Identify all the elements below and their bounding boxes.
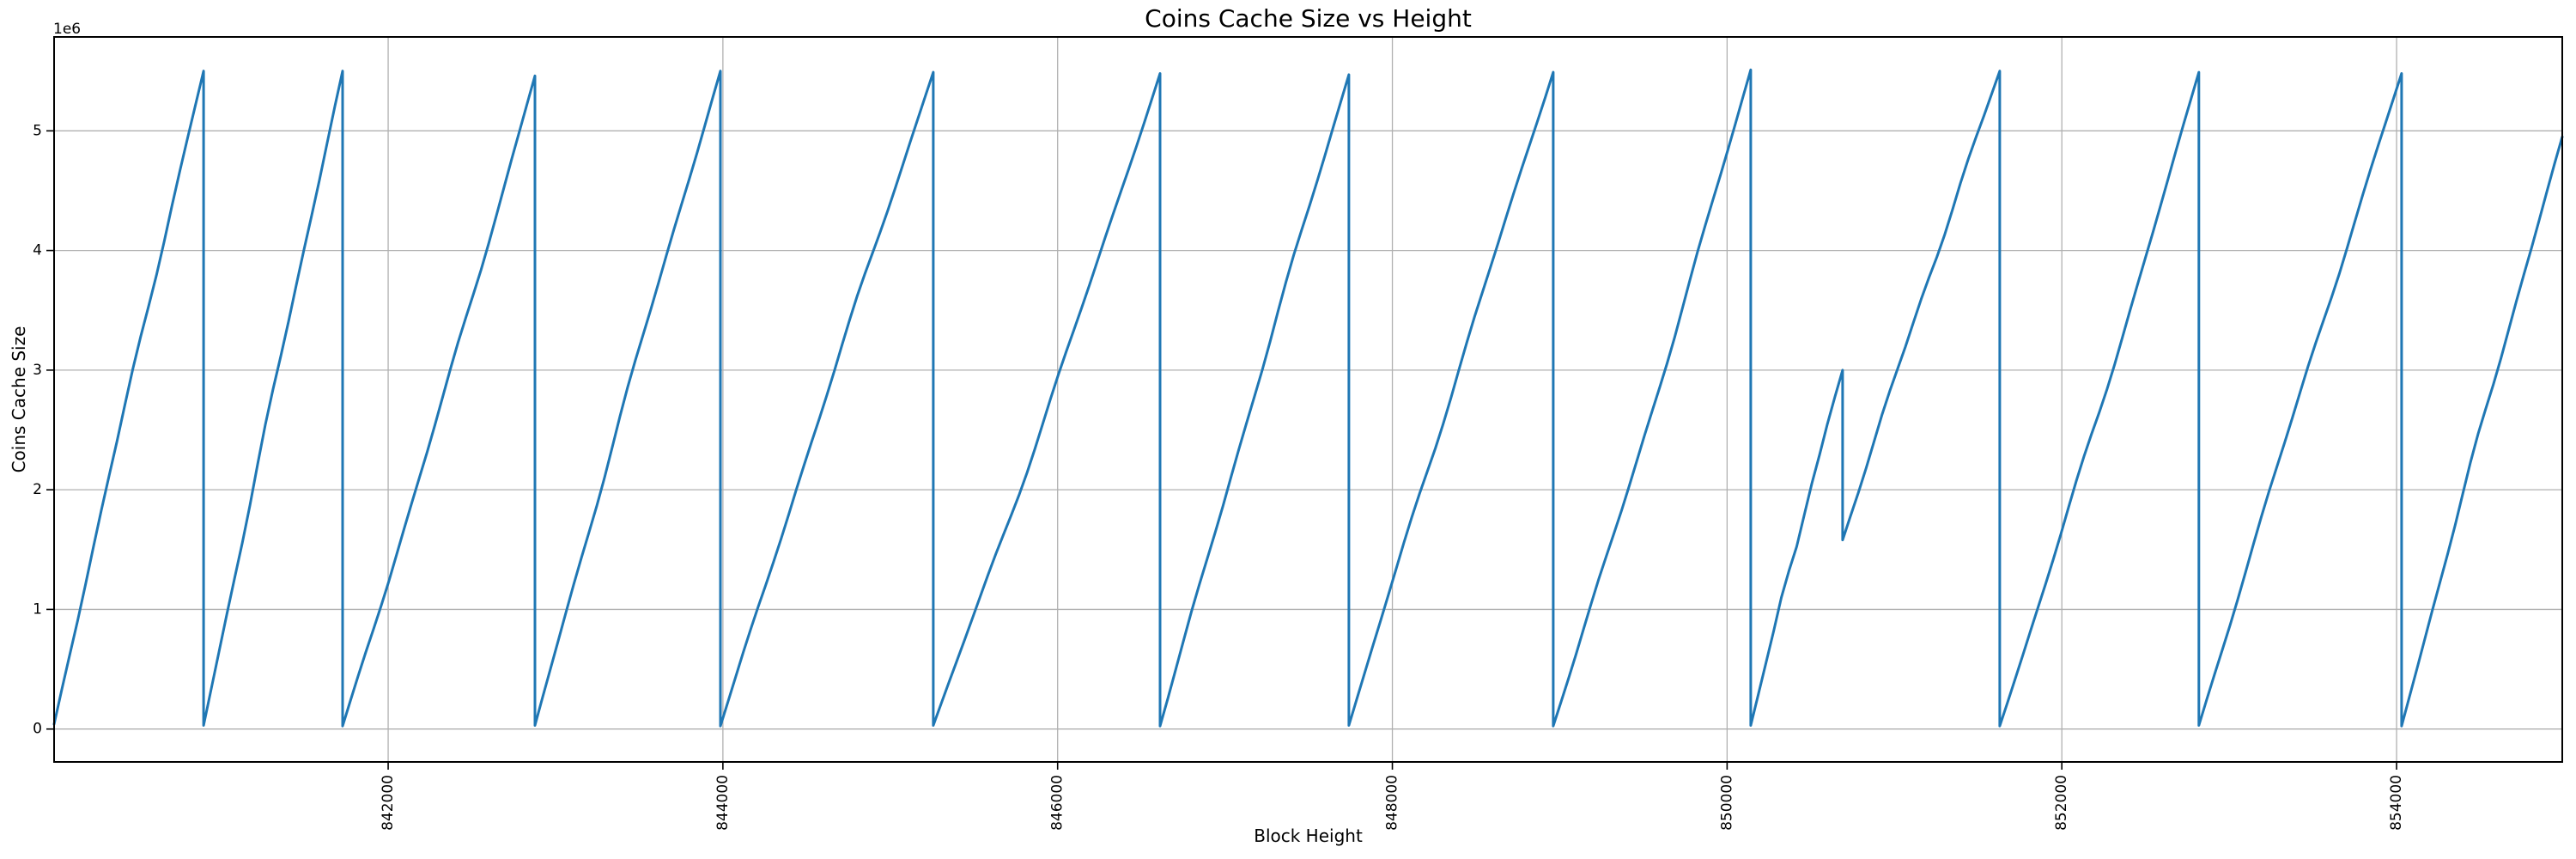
x-tick-label: 842000	[380, 775, 397, 831]
axes-spines	[53, 36, 2563, 763]
y-axis-offset-text: 1e6	[53, 21, 82, 38]
x-tick-label: 846000	[1049, 775, 1066, 831]
cache-size-line	[52, 68, 2564, 728]
x-tick-label: 854000	[2388, 775, 2405, 831]
y-tick-label: 4	[33, 242, 42, 259]
y-tick-label: 5	[33, 122, 42, 139]
y-axis-label: Coins Cache Size	[9, 326, 29, 473]
chart-title: Coins Cache Size vs Height	[1145, 4, 1472, 33]
x-tick-label: 852000	[2053, 775, 2070, 831]
y-tick-label: 1	[33, 600, 42, 618]
x-tick-label: 844000	[714, 775, 732, 831]
x-tick-label: 850000	[1718, 775, 1735, 831]
y-tick-label: 2	[33, 481, 42, 498]
x-tick-label: 848000	[1384, 775, 1401, 831]
y-tick-label: 0	[33, 721, 42, 738]
y-tick-label: 3	[33, 362, 42, 379]
x-axis-label: Block Height	[1254, 825, 1363, 846]
